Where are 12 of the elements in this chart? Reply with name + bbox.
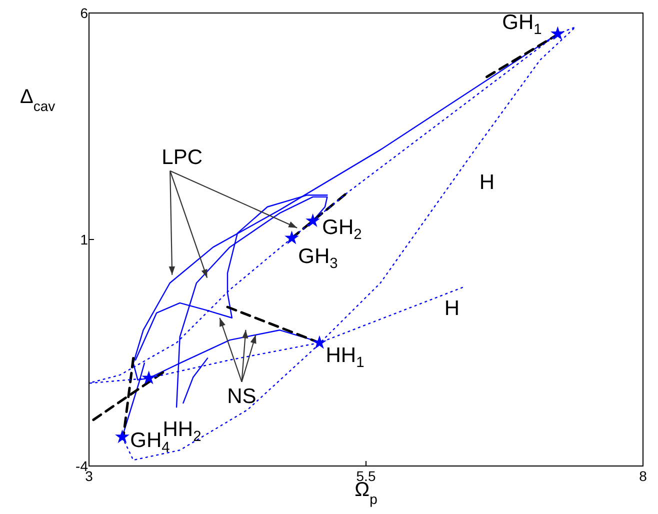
y-tick-label: 1	[80, 231, 88, 248]
annotation: GH$_{1}$	[502, 10, 542, 38]
annotation: GH$_{2}$	[322, 216, 362, 243]
annotation: H	[444, 296, 460, 320]
x-tick-label: 8	[639, 468, 648, 484]
annotation: H	[479, 170, 495, 194]
annotation: NS	[227, 384, 256, 408]
y-axis-title: Δ$_{cav}$	[20, 86, 56, 114]
y-tick-label: 6	[80, 4, 88, 21]
annotation: HH$_{1}$	[326, 344, 364, 371]
annotation: GH$_{3}$	[298, 244, 338, 272]
annotation: LPC	[162, 145, 203, 168]
